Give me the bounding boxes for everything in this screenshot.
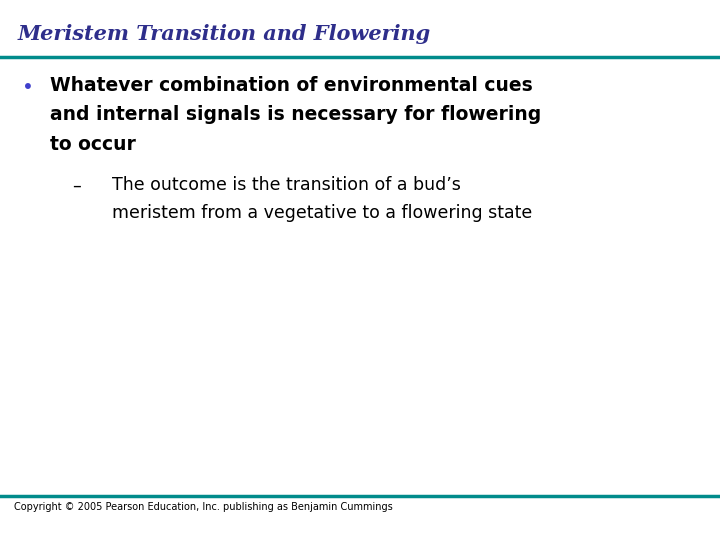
Text: Meristem Transition and Flowering: Meristem Transition and Flowering [18,24,431,44]
Text: The outcome is the transition of a bud’s: The outcome is the transition of a bud’s [112,176,461,193]
Text: meristem from a vegetative to a flowering state: meristem from a vegetative to a flowerin… [112,204,532,222]
Text: Copyright © 2005 Pearson Education, Inc. publishing as Benjamin Cummings: Copyright © 2005 Pearson Education, Inc.… [14,502,393,512]
Text: –: – [72,177,81,195]
Text: to occur: to occur [50,135,136,154]
Text: Whatever combination of environmental cues: Whatever combination of environmental cu… [50,76,533,94]
Text: •: • [22,78,33,97]
Text: and internal signals is necessary for flowering: and internal signals is necessary for fl… [50,105,541,124]
